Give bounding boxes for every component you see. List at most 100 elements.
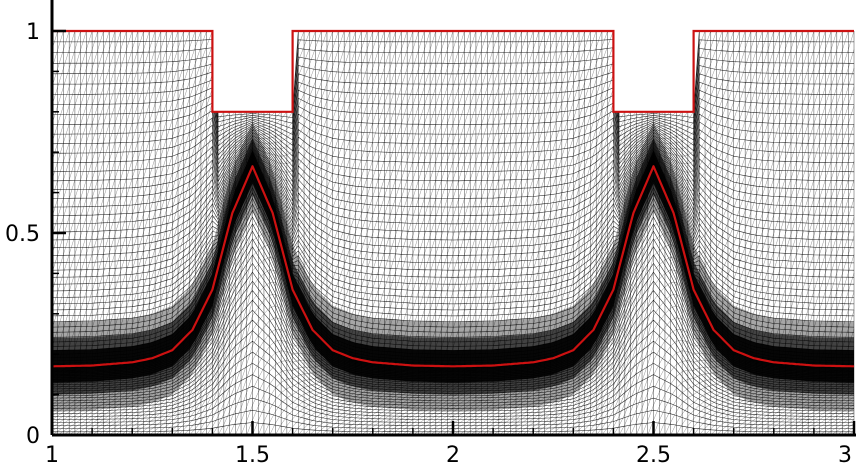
mesh-diagonal — [561, 138, 568, 157]
mesh-diagonal — [246, 123, 253, 131]
mesh-diagonal — [137, 67, 144, 87]
mesh-diagonal — [618, 424, 626, 436]
mesh-diagonal — [464, 423, 471, 428]
mesh-diagonal — [487, 272, 494, 292]
mesh-diagonal — [745, 413, 751, 418]
mesh-diagonal — [217, 156, 225, 173]
mesh-diagonal — [252, 264, 259, 271]
mesh-diagonal — [384, 403, 391, 408]
mesh-diagonal — [149, 413, 156, 419]
mesh-diagonal — [624, 117, 631, 127]
mesh-diagonal — [441, 396, 448, 401]
mesh-diagonal — [132, 393, 139, 399]
mesh-diagonal — [682, 178, 688, 182]
mesh-diagonal — [91, 399, 98, 405]
mesh-diagonal — [80, 198, 87, 218]
mesh-diagonal — [670, 117, 677, 123]
mesh-diagonal — [189, 391, 196, 402]
mesh-diagonal — [200, 256, 207, 282]
mesh-diagonal — [120, 178, 127, 198]
mesh-diagonal — [544, 67, 551, 86]
mesh-diagonal — [275, 186, 282, 194]
mesh-diagonal — [315, 184, 322, 199]
mesh-diagonal — [384, 86, 391, 105]
mesh-diagonal — [366, 30, 373, 50]
mesh-diagonal — [704, 161, 711, 172]
mesh-diagonal — [447, 419, 454, 424]
mesh-diagonal — [298, 338, 305, 341]
mesh-diagonal — [275, 350, 282, 354]
mesh-diagonal — [750, 30, 757, 50]
mesh-diagonal — [235, 246, 242, 270]
mesh-diagonal — [401, 290, 408, 310]
mesh-diagonal — [481, 407, 488, 413]
mesh-diagonal — [567, 416, 574, 422]
mesh-diagonal — [464, 105, 471, 125]
mesh-diagonal — [750, 176, 757, 195]
mesh-diagonal — [653, 392, 660, 406]
mesh-diagonal — [733, 120, 740, 138]
mesh-diagonal — [676, 141, 683, 144]
mesh-diagonal — [773, 252, 780, 271]
mesh-diagonal — [481, 216, 488, 236]
mesh-diagonal — [567, 392, 574, 399]
mesh-diagonal — [515, 422, 522, 428]
mesh-diagonal — [286, 151, 293, 156]
mesh-diagonal — [183, 383, 190, 393]
mesh-diagonal — [676, 361, 683, 365]
mesh-diagonal — [195, 234, 202, 260]
mesh-diagonal — [481, 415, 488, 420]
mesh-diagonal — [659, 367, 666, 379]
mesh-diagonal — [561, 84, 568, 104]
mesh-diagonal — [298, 62, 305, 77]
mesh-diagonal — [596, 400, 603, 411]
mesh-diagonal — [269, 364, 276, 372]
mesh-diagonal — [504, 423, 511, 428]
mesh-diagonal — [235, 408, 242, 423]
mesh-diagonal — [561, 280, 568, 301]
mesh-diagonal — [395, 411, 402, 416]
mesh-diagonal — [487, 253, 494, 273]
mesh-diagonal — [704, 242, 711, 251]
mesh-diagonal — [733, 421, 740, 426]
mesh-diagonal — [321, 152, 328, 168]
mesh-diagonal — [481, 309, 488, 329]
mesh-diagonal — [647, 375, 654, 393]
mesh-diagonal — [561, 245, 568, 265]
mesh-diagonal — [756, 250, 763, 268]
mesh-diagonal — [154, 408, 161, 414]
mesh-diagonal — [733, 393, 740, 398]
mesh-diagonal — [172, 83, 179, 102]
mesh-diagonal — [664, 282, 671, 288]
mesh-diagonal — [727, 243, 734, 258]
mesh-diagonal — [240, 115, 247, 121]
mesh-diagonal — [172, 135, 179, 156]
mesh-diagonal — [676, 119, 683, 125]
mesh-diagonal — [790, 395, 797, 400]
mesh-diagonal — [722, 100, 729, 117]
mesh-diagonal — [515, 406, 522, 412]
mesh-diagonal — [355, 49, 362, 68]
mesh-diagonal — [349, 405, 356, 410]
mesh-diagonal — [750, 103, 757, 122]
mesh-diagonal — [452, 49, 459, 69]
mesh-diagonal — [366, 86, 373, 105]
mesh-diagonal — [435, 411, 442, 416]
mesh-diagonal — [366, 159, 373, 178]
mesh-diagonal — [527, 406, 534, 412]
mesh-diagonal — [200, 150, 207, 172]
mesh-diagonal — [69, 309, 76, 329]
mesh-diagonal — [464, 419, 471, 424]
mesh-diagonal — [252, 278, 259, 286]
mesh-diagonal — [57, 179, 64, 199]
mesh-diagonal — [137, 195, 144, 215]
mesh-diagonal — [97, 407, 104, 412]
mesh-diagonal — [120, 288, 127, 308]
mesh-diagonal — [510, 104, 517, 124]
mesh-diagonal — [303, 128, 310, 141]
mesh-diagonal — [573, 100, 580, 120]
mesh-diagonal — [217, 111, 225, 121]
mesh-diagonal — [429, 415, 436, 420]
mesh-diagonal — [74, 142, 81, 162]
mesh-diagonal — [590, 410, 597, 419]
